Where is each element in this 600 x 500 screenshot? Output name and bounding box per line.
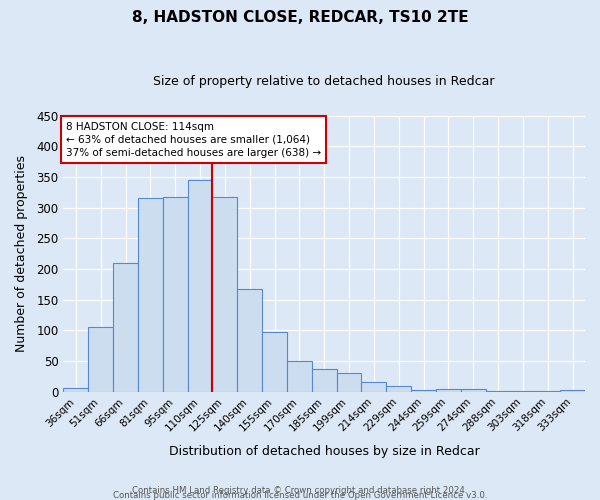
Bar [411,390,436,392]
Bar [188,180,212,392]
Text: Contains HM Land Registry data © Crown copyright and database right 2024.: Contains HM Land Registry data © Crown c… [132,486,468,495]
Bar [113,263,138,392]
Bar [361,382,386,392]
Y-axis label: Number of detached properties: Number of detached properties [15,155,28,352]
Bar [560,390,585,392]
Bar [485,391,511,392]
Text: Contains public sector information licensed under the Open Government Licence v3: Contains public sector information licen… [113,490,487,500]
Text: 8, HADSTON CLOSE, REDCAR, TS10 2TE: 8, HADSTON CLOSE, REDCAR, TS10 2TE [131,10,469,25]
Bar [312,369,337,392]
Bar [163,196,188,392]
Bar [511,391,535,392]
Bar [138,198,163,392]
Bar [88,327,113,392]
Bar [461,389,485,392]
Bar [237,288,262,392]
Bar [535,391,560,392]
X-axis label: Distribution of detached houses by size in Redcar: Distribution of detached houses by size … [169,444,479,458]
Bar [386,386,411,392]
Bar [436,388,461,392]
Text: 8 HADSTON CLOSE: 114sqm
← 63% of detached houses are smaller (1,064)
37% of semi: 8 HADSTON CLOSE: 114sqm ← 63% of detache… [66,122,321,158]
Bar [262,332,287,392]
Bar [212,196,237,392]
Bar [287,361,312,392]
Title: Size of property relative to detached houses in Redcar: Size of property relative to detached ho… [154,75,495,88]
Bar [64,388,88,392]
Bar [337,374,361,392]
